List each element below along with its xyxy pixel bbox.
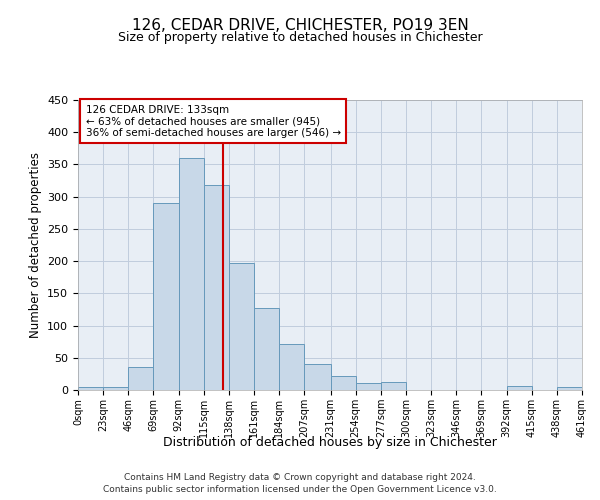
Bar: [179, 158, 204, 390]
Bar: [103, 387, 128, 390]
Text: Contains public sector information licensed under the Open Government Licence v3: Contains public sector information licen…: [103, 484, 497, 494]
Bar: [204, 185, 229, 390]
Text: 126 CEDAR DRIVE: 133sqm
← 63% of detached houses are smaller (945)
36% of semi-d: 126 CEDAR DRIVE: 133sqm ← 63% of detache…: [86, 104, 341, 138]
Bar: [128, 367, 154, 390]
Text: Contains HM Land Registry data © Crown copyright and database right 2024.: Contains HM Land Registry data © Crown c…: [124, 473, 476, 482]
Bar: [557, 388, 582, 390]
Text: 126, CEDAR DRIVE, CHICHESTER, PO19 3EN: 126, CEDAR DRIVE, CHICHESTER, PO19 3EN: [131, 18, 469, 32]
Bar: [381, 382, 406, 390]
Bar: [331, 376, 356, 390]
Bar: [356, 383, 381, 390]
Y-axis label: Number of detached properties: Number of detached properties: [29, 152, 41, 338]
Bar: [506, 386, 532, 390]
Text: Size of property relative to detached houses in Chichester: Size of property relative to detached ho…: [118, 31, 482, 44]
Bar: [154, 203, 179, 390]
Bar: [304, 364, 331, 390]
Bar: [254, 308, 279, 390]
Text: Distribution of detached houses by size in Chichester: Distribution of detached houses by size …: [163, 436, 497, 449]
Bar: [229, 263, 254, 390]
Bar: [78, 387, 103, 390]
Bar: [279, 344, 304, 390]
